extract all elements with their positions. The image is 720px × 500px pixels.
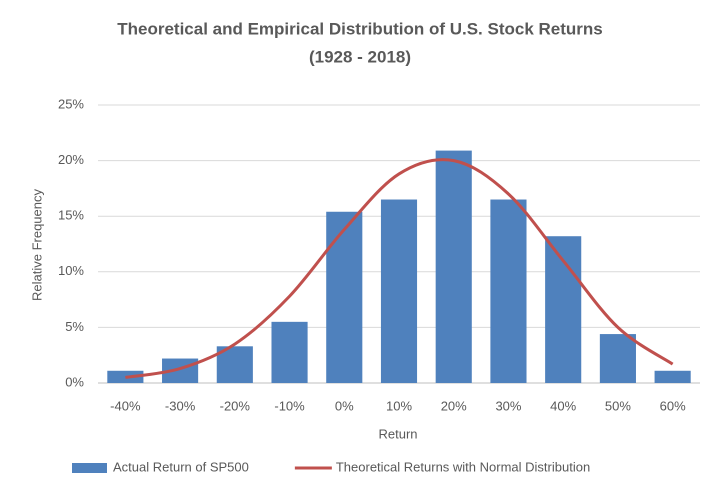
bar bbox=[435, 150, 472, 383]
bar bbox=[654, 370, 691, 383]
y-tick-label: 0% bbox=[65, 374, 84, 389]
y-tick-label: 15% bbox=[58, 208, 84, 223]
y-tick-label: 5% bbox=[65, 319, 84, 334]
bar bbox=[326, 211, 363, 383]
bar bbox=[490, 199, 527, 383]
chart-subtitle: (1928 - 2018) bbox=[309, 47, 411, 66]
bar bbox=[545, 236, 582, 383]
x-tick-label: 60% bbox=[660, 398, 686, 413]
y-tick-label: 25% bbox=[58, 96, 84, 111]
x-tick-label: 30% bbox=[495, 398, 521, 413]
x-tick-label: -40% bbox=[110, 398, 141, 413]
legend-label: Theoretical Returns with Normal Distribu… bbox=[336, 459, 590, 474]
x-tick-label: -10% bbox=[274, 398, 305, 413]
line bbox=[125, 158, 674, 379]
y-tick-label: 20% bbox=[58, 152, 84, 167]
y-axis-label: Relative Frequency bbox=[29, 189, 44, 301]
chart-title: Theoretical and Empirical Distribution o… bbox=[117, 19, 603, 38]
x-tick-label: 0% bbox=[335, 398, 354, 413]
y-tick-label: 10% bbox=[58, 263, 84, 278]
legend-label: Actual Return of SP500 bbox=[113, 459, 249, 474]
bar bbox=[599, 334, 636, 383]
bar bbox=[380, 199, 418, 383]
x-tick-label: 10% bbox=[386, 398, 412, 413]
x-tick-label: -20% bbox=[220, 398, 251, 413]
x-tick-label: 40% bbox=[550, 398, 576, 413]
legend-swatch bbox=[72, 463, 107, 473]
bar bbox=[271, 321, 308, 383]
x-tick-label: 50% bbox=[605, 398, 631, 413]
x-tick-label: 20% bbox=[441, 398, 467, 413]
x-axis-label: Return bbox=[378, 426, 417, 441]
x-tick-label: -30% bbox=[165, 398, 196, 413]
